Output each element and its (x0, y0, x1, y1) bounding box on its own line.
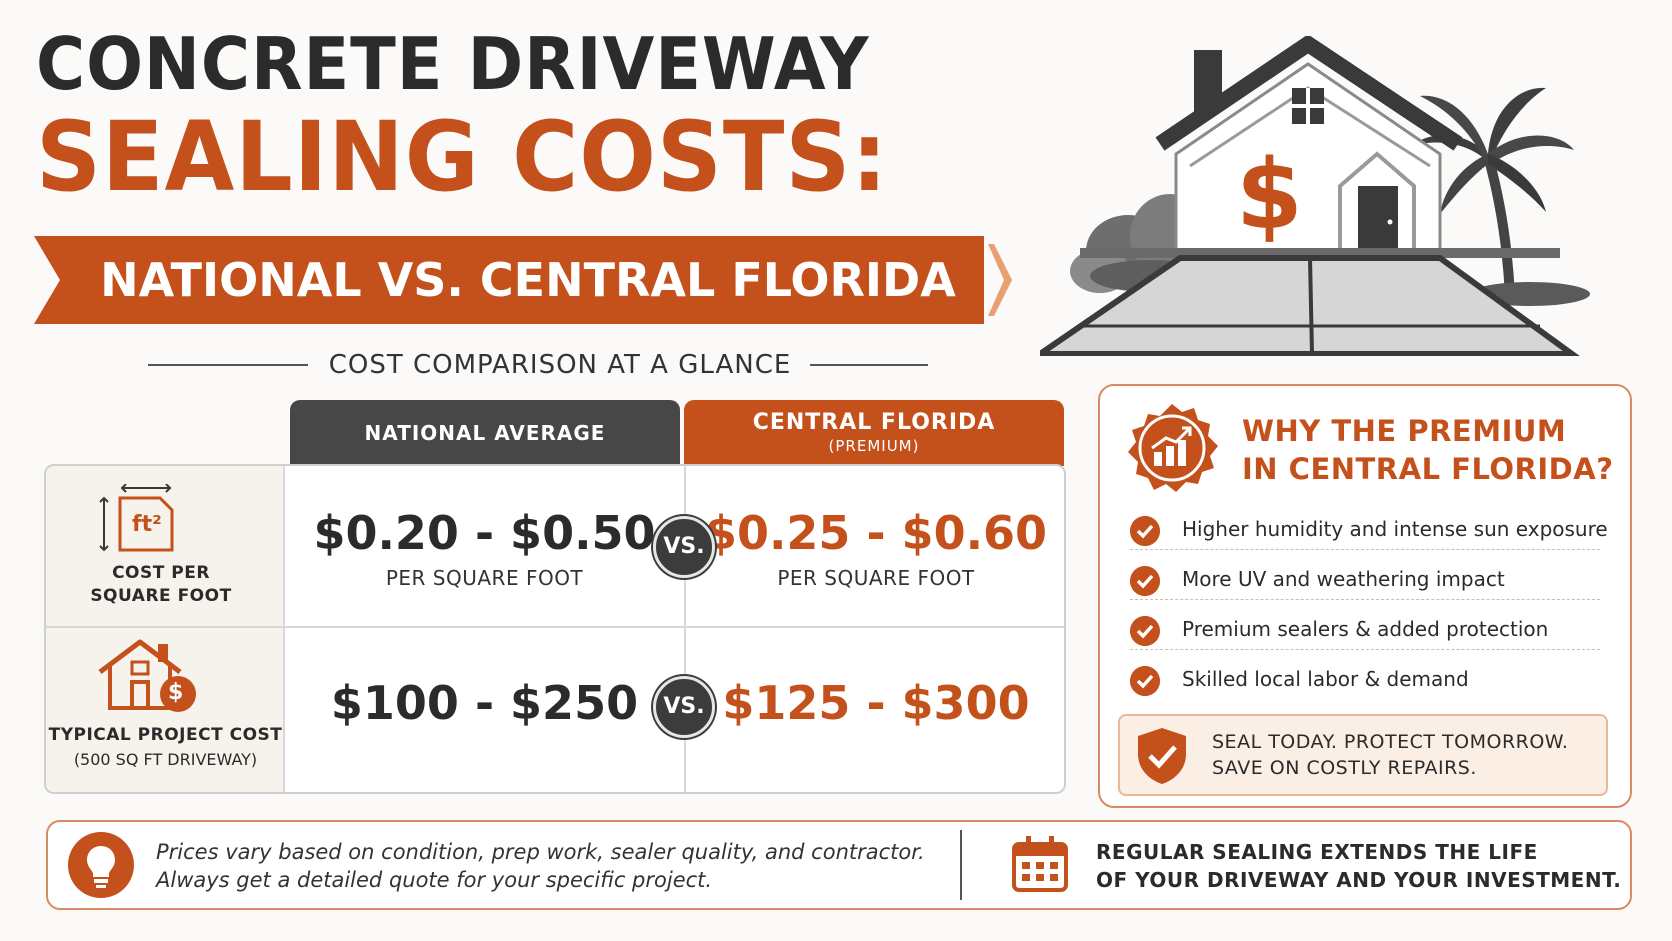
window-icon (1292, 88, 1324, 124)
calendar-icon (1012, 836, 1068, 892)
row-label-typical-project: TYPICAL PROJECT COST (48, 725, 283, 745)
national-price-per-sqft: $0.20 - $0.50 (313, 506, 656, 560)
column-header-national: NATIONAL AVERAGE (290, 400, 680, 466)
footer-tip: REGULAR SEALING EXTENDS THE LIFE OF YOUR… (1096, 838, 1621, 894)
seal-callout-text: SEAL TODAY. PROTECT TOMORROW. SAVE ON CO… (1212, 729, 1568, 781)
row-divider (46, 626, 1064, 628)
column-divider (684, 466, 686, 792)
check-icon (1130, 666, 1160, 696)
shield-check-icon (1138, 728, 1186, 784)
list-item-label: Higher humidity and intense sun exposure (1182, 517, 1608, 541)
ft2-icon (99, 484, 174, 552)
national-unit: PER SQUARE FOOT (385, 566, 584, 590)
column-header-florida-label: CENTRAL FLORIDA (752, 410, 996, 435)
house-driveway-illustration (1040, 36, 1590, 356)
seal-callout-line1: SEAL TODAY. PROTECT TOMORROW. (1212, 731, 1569, 753)
vs-badge: VS. (653, 516, 715, 578)
why-panel-title: WHY THE PREMIUM IN CENTRAL FLORIDA? (1242, 412, 1614, 488)
footer-tip-line2: OF YOUR DRIVEWAY AND YOUR INVESTMENT. (1096, 868, 1622, 892)
lightbulb-icon (68, 832, 134, 898)
row-label-cell (46, 466, 285, 626)
house-dollar-icon (98, 639, 196, 712)
column-header-florida: CENTRAL FLORIDA (PREMIUM) (684, 400, 1064, 466)
palm-tree-icon (1410, 87, 1590, 306)
footer-tip-line1: REGULAR SEALING EXTENDS THE LIFE (1096, 840, 1538, 864)
footer-bar (46, 820, 1632, 910)
check-icon (1130, 516, 1160, 546)
divider-right (810, 364, 928, 366)
section-label: COST COMPARISON AT A GLANCE (328, 350, 792, 380)
why-panel-title-line2: IN CENTRAL FLORIDA? (1242, 452, 1614, 486)
ft2-icon-label: ft² (132, 512, 162, 537)
row-label-cost-per-sqft: COST PER SQUARE FOOT (90, 563, 232, 606)
list-item-label: Premium sealers & added protection (1182, 617, 1549, 641)
list-item: Premium sealers & added protection (1130, 610, 1600, 650)
vs-badge: VS. (653, 676, 715, 738)
list-item-label: Skilled local labor & demand (1182, 667, 1469, 691)
footer-note: Prices vary based on condition, prep wor… (156, 838, 925, 894)
seal-callout (1118, 714, 1608, 796)
florida-price-per-sqft: $0.25 - $0.60 (704, 506, 1048, 560)
check-icon (1130, 566, 1160, 596)
subtitle-ribbon (34, 236, 1012, 324)
page-title-line2: SEALING COSTS: (36, 101, 889, 213)
florida-unit: PER SQUARE FOOT (777, 566, 975, 590)
footer-divider (960, 830, 962, 900)
page-subtitle: NATIONAL VS. CENTRAL FLORIDA (100, 253, 956, 307)
footer-note-line2: Always get a detailed quote for your spe… (156, 868, 713, 892)
column-header-florida-note: (PREMIUM) (828, 437, 920, 455)
footer-note-line1: Prices vary based on condition, prep wor… (156, 840, 925, 864)
cost-comparison-table: ft² COST PER SQUARE FOOT $0.20 - $0.50 P… (44, 464, 1066, 794)
list-item: Skilled local labor & demand (1130, 660, 1600, 700)
driveway-icon (1040, 255, 1580, 356)
hero-dollar-sign: $ (1236, 139, 1303, 251)
florida-project-cost: $125 - $300 (722, 676, 1030, 730)
house-dollar-icon-label: $ (168, 680, 184, 705)
why-panel-title-line1: WHY THE PREMIUM (1242, 414, 1567, 448)
divider-left (148, 364, 308, 366)
list-item: More UV and weathering impact (1130, 560, 1600, 600)
list-item-label: More UV and weathering impact (1182, 567, 1505, 591)
national-project-cost: $100 - $250 (330, 676, 639, 730)
list-item: Higher humidity and intense sun exposure (1130, 510, 1608, 550)
check-icon (1130, 616, 1160, 646)
seal-callout-line2: SAVE ON COSTLY REPAIRS. (1212, 757, 1477, 779)
page-title-line1: CONCRETE DRIVEWAY (36, 22, 870, 106)
row-sublabel-typical-project: (500 SQ FT DRIVEWAY) (73, 750, 258, 769)
growth-chart-badge-icon (1128, 404, 1218, 492)
